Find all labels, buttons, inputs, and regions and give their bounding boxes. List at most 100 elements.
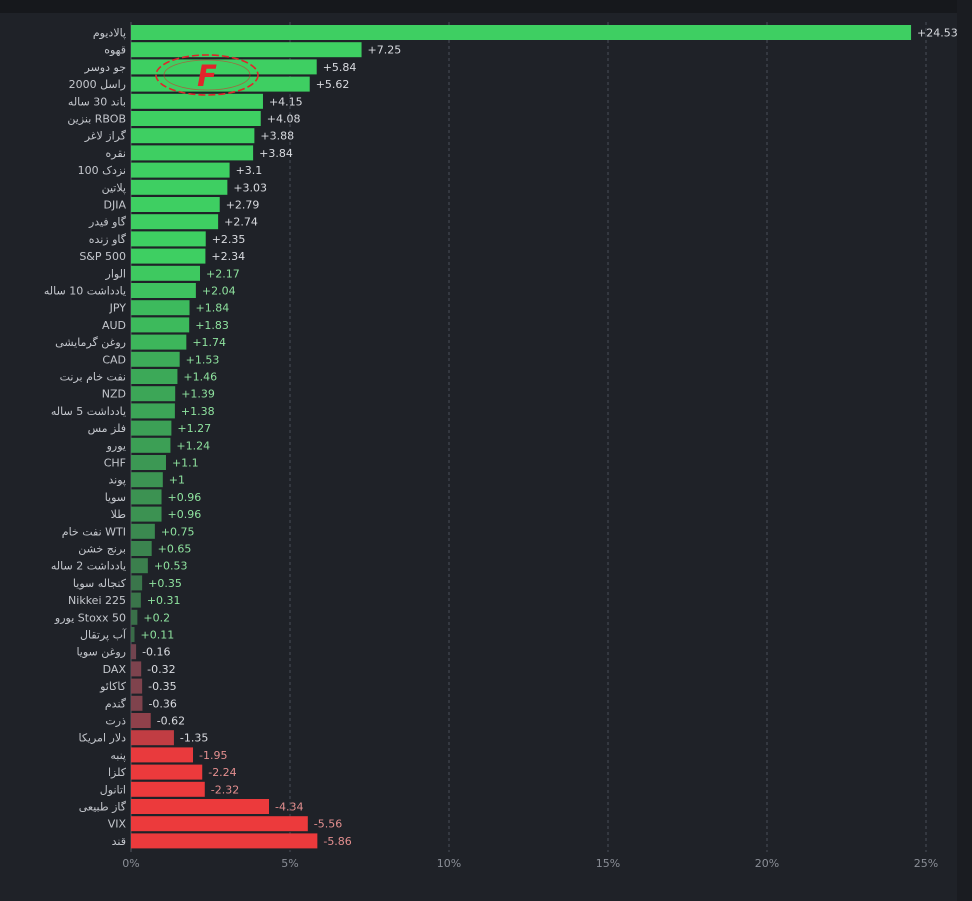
category-label: پوند [108, 474, 126, 487]
bar [131, 558, 148, 574]
category-label: قند [112, 835, 126, 848]
bar [131, 403, 175, 419]
x-tick-label: 20% [755, 857, 779, 870]
value-label: +1.39 [181, 388, 215, 401]
category-label: نفت خام برنت [60, 371, 126, 384]
bar [131, 455, 166, 470]
value-label: -5.86 [323, 835, 351, 848]
bar [131, 678, 143, 694]
category-label: راسل 2000 [69, 78, 126, 91]
bar [131, 59, 317, 75]
category-label: DAX [103, 663, 127, 676]
top-band [0, 0, 972, 13]
bar [131, 489, 162, 505]
bar [131, 816, 308, 832]
category-label: نزدک 100 [78, 164, 126, 177]
bar [131, 799, 270, 814]
value-label: -5.56 [314, 818, 342, 831]
category-label: یادداشت 10 ساله [44, 285, 126, 298]
value-label: +1.74 [192, 336, 226, 349]
category-label: پنبه [110, 749, 126, 762]
value-label: +2.74 [224, 216, 258, 229]
value-label: +0.65 [158, 543, 192, 556]
bar [131, 128, 255, 144]
category-label: طلا [111, 508, 127, 521]
bar [131, 351, 180, 367]
x-tick-label: 10% [437, 857, 461, 870]
value-label: -0.36 [148, 697, 176, 710]
bar [131, 283, 196, 298]
bar [131, 437, 171, 453]
bar [131, 93, 263, 109]
bar [131, 592, 141, 608]
bar [131, 541, 152, 556]
bar [131, 523, 155, 539]
value-label: +1.84 [196, 302, 230, 315]
category-label: NZD [102, 388, 126, 401]
category-label: پلاتین [102, 181, 126, 194]
logo-letter: F [197, 59, 217, 93]
value-label: +0.31 [147, 594, 181, 607]
value-label: -0.62 [157, 715, 185, 728]
value-label: +0.96 [168, 508, 202, 521]
bar [131, 300, 190, 316]
value-label: -2.24 [208, 766, 236, 779]
category-label: قهوه [104, 44, 126, 57]
category-label: گراز لاغر [84, 130, 127, 143]
value-label: +4.15 [269, 95, 303, 108]
value-label: +1.46 [183, 371, 217, 384]
value-label: +0.35 [148, 577, 182, 590]
category-label: DJIA [104, 199, 127, 212]
value-label: +2.79 [226, 199, 260, 212]
bar [131, 197, 220, 212]
value-label: +3.88 [260, 130, 294, 143]
value-label: -1.35 [180, 732, 208, 745]
category-labels-layer: پالادیوم قهوه جو دوسر راسل 2000 باند 30 ساله… [44, 27, 127, 848]
category-label: روغن گرمایشی [55, 336, 126, 349]
category-label: یورو Stoxx 50 [54, 611, 126, 624]
x-tick-label: 5% [281, 857, 298, 870]
bar [131, 713, 151, 728]
category-label: گندم [105, 697, 127, 710]
value-label: +24.53 [917, 27, 958, 40]
value-label: +2.35 [212, 233, 246, 246]
bar [131, 317, 190, 333]
bar [131, 644, 137, 660]
bar [131, 42, 362, 58]
value-label: +1.24 [176, 439, 210, 452]
bar [131, 661, 142, 677]
value-labels-layer: +24.53 +7.25 +5.84 +5.62 +4.15 +4.08 +3.88 +3.8… [140, 27, 957, 848]
category-label: باند 30 ساله [68, 95, 126, 108]
value-label: +1.27 [177, 422, 211, 435]
category-label: برنج خشن [78, 543, 126, 556]
category-label: دلار امریکا [79, 732, 127, 745]
value-label: +0.11 [140, 629, 174, 642]
category-label: آب پرتقال [80, 628, 127, 642]
value-label: -0.32 [147, 663, 175, 676]
value-label: -2.32 [211, 783, 239, 796]
x-tick-label: 15% [596, 857, 620, 870]
bar [131, 265, 201, 281]
bar [131, 162, 230, 178]
value-label: +1.1 [172, 457, 199, 470]
value-label: +4.08 [267, 113, 301, 126]
bar [131, 764, 203, 780]
value-label: +1.83 [195, 319, 229, 332]
bar [131, 420, 172, 436]
value-label: +7.25 [368, 44, 402, 57]
watermark-logo: F [155, 54, 259, 96]
category-label: الوار [105, 267, 126, 280]
bar [131, 231, 206, 247]
category-label: پالادیوم [93, 27, 126, 40]
category-label: VIX [108, 818, 127, 831]
value-label: +3.1 [236, 164, 263, 177]
category-label: کلزا [108, 766, 127, 779]
value-label: -1.95 [199, 749, 227, 762]
bar [131, 369, 178, 384]
x-axis-ticks-layer: 0% 5% 10% 15% 20% 25% [122, 857, 938, 870]
x-tick-label: 0% [122, 857, 139, 870]
bar [131, 111, 261, 126]
right-scroll-band [957, 0, 972, 901]
bar [131, 833, 318, 849]
